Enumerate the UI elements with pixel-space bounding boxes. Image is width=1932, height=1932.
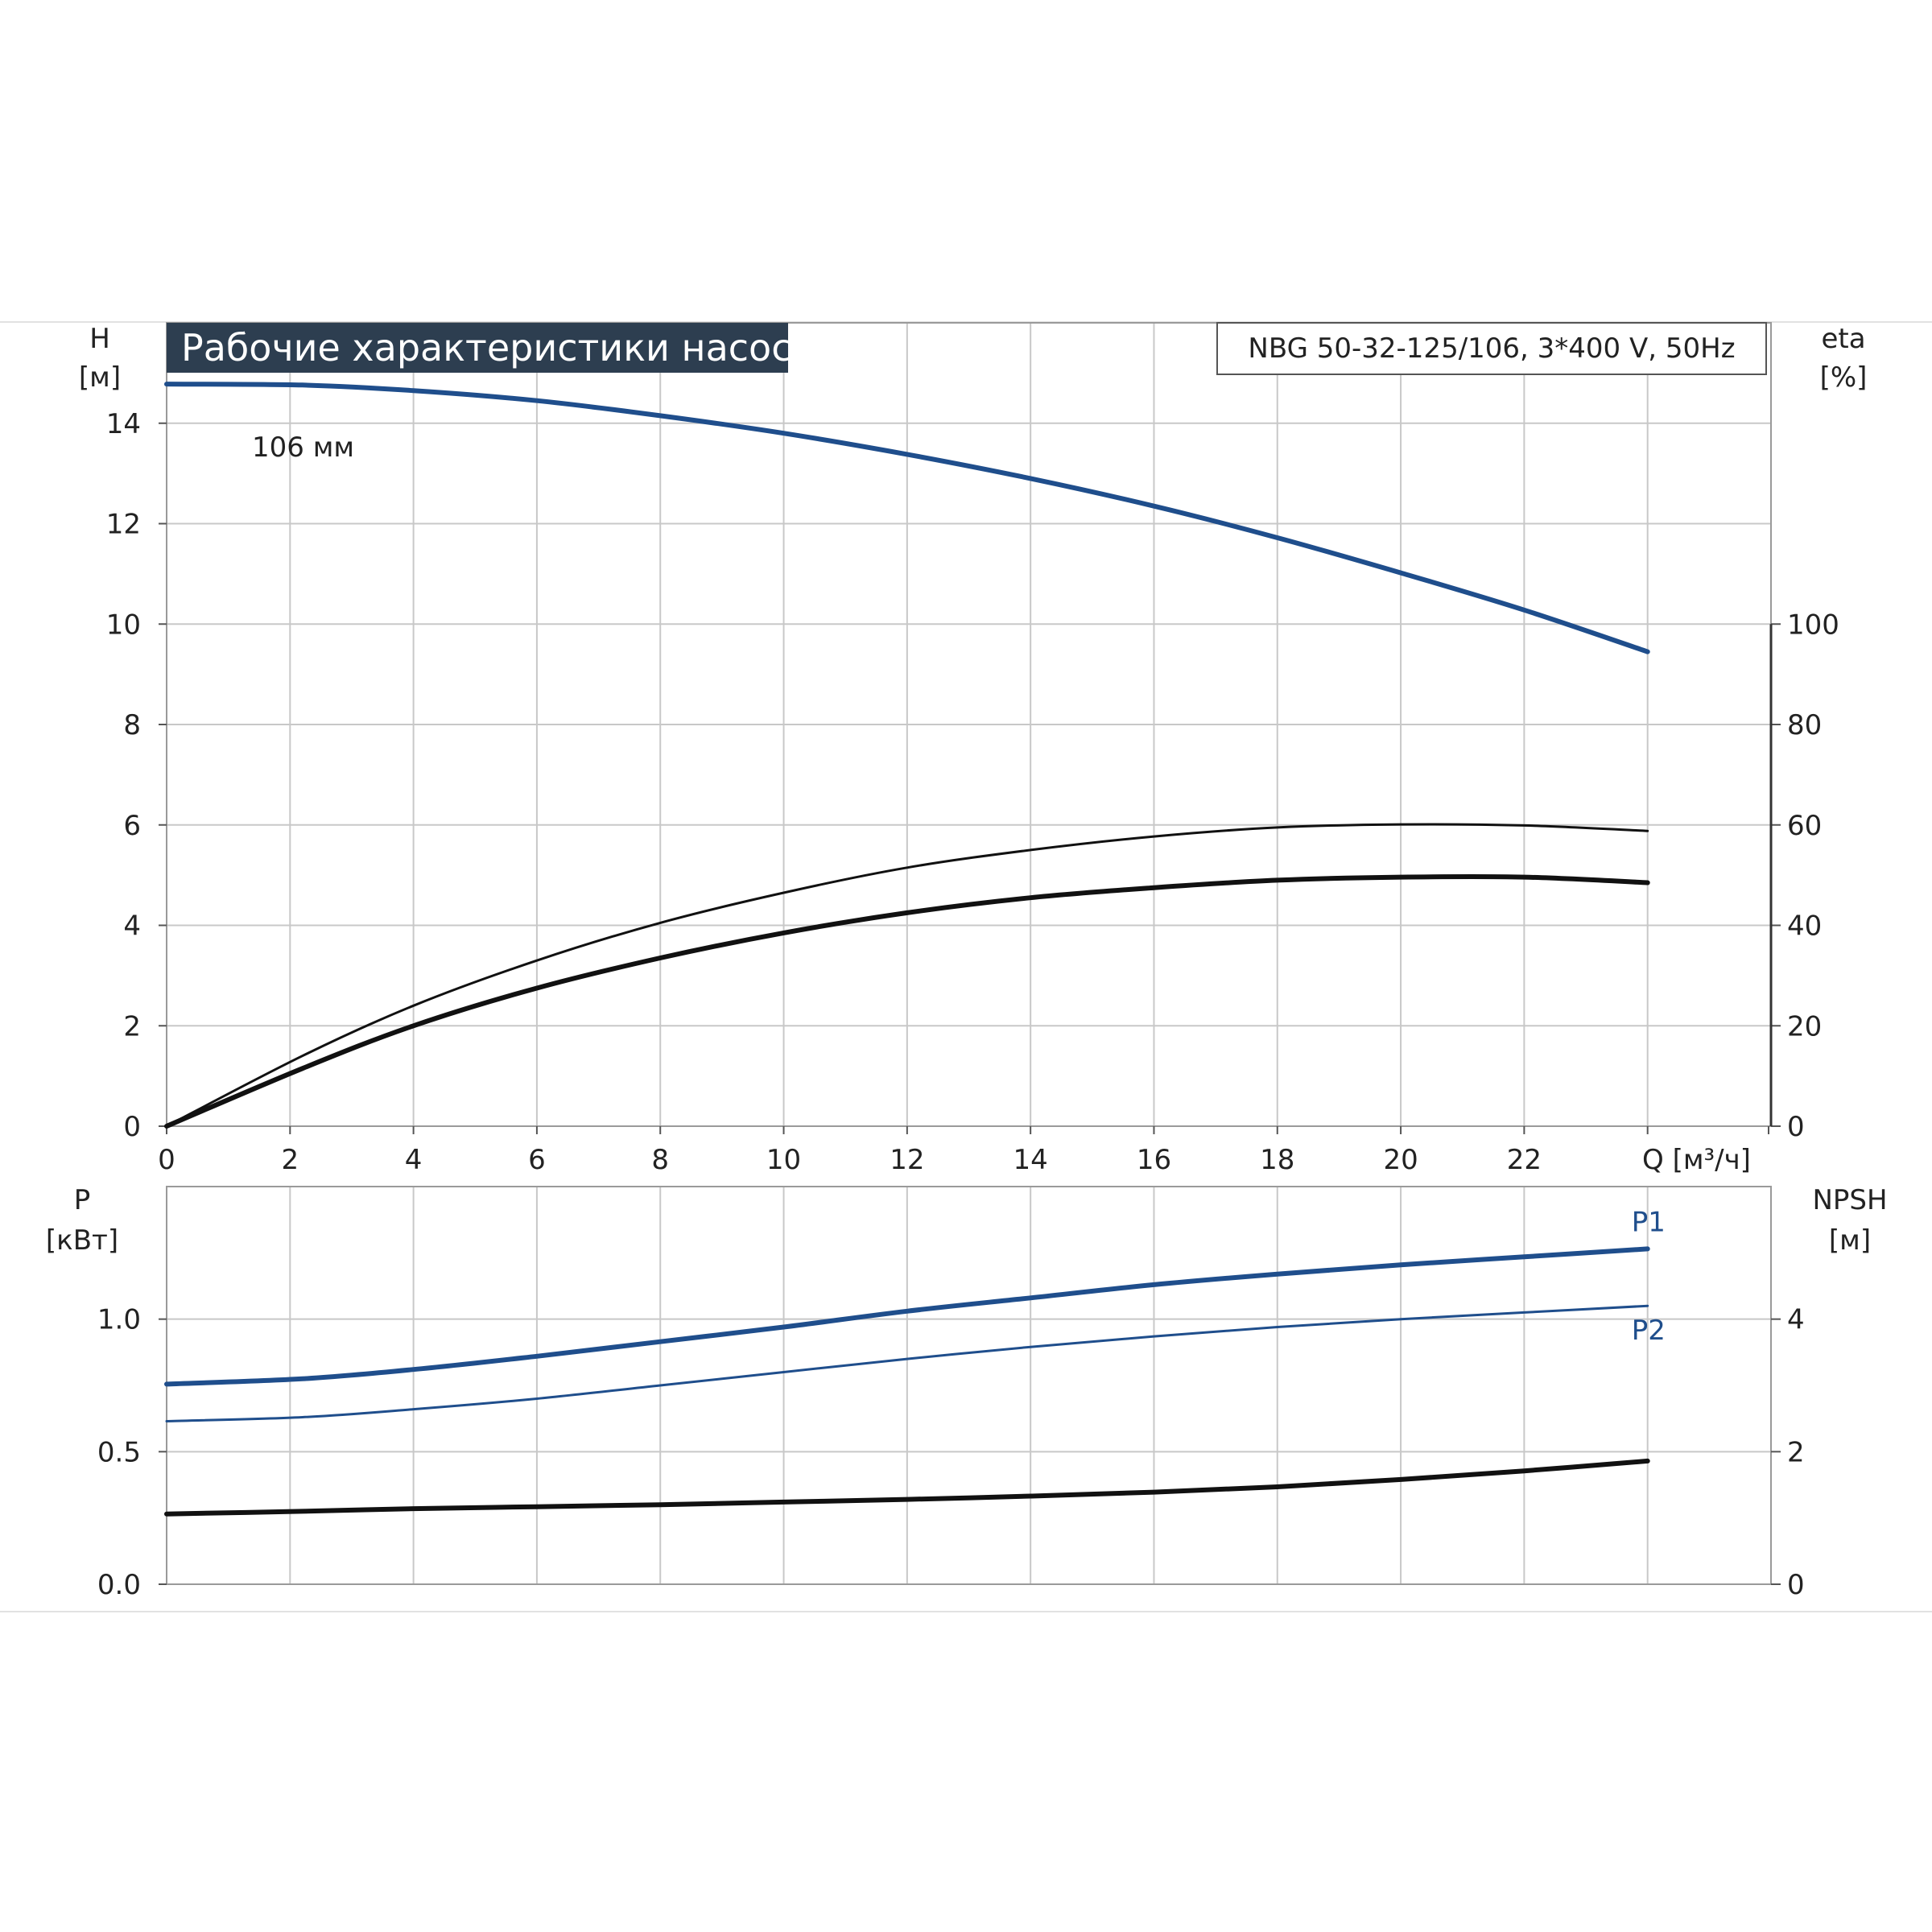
grid-top-panel <box>167 323 1771 1126</box>
y-left-tick-label: 10 <box>106 609 141 641</box>
y-right-tick-label: 100 <box>1787 609 1839 641</box>
x-tick-label: 2 <box>281 1144 299 1176</box>
y-left-tick-label: 8 <box>123 709 141 741</box>
y-left-tick-label: 0 <box>123 1111 141 1143</box>
y-left-tick-label: 1.0 <box>97 1304 141 1336</box>
y-left-tick-label: 6 <box>123 810 141 842</box>
x-tick-label: 8 <box>651 1144 669 1176</box>
y-right-tick-label: 40 <box>1787 910 1822 943</box>
x-tick-label: 10 <box>766 1144 801 1176</box>
tick-labels: 0 2 4 6 8 10 12 14 16 18 20 22024681012140204060801… <box>97 408 1839 1601</box>
x-tick-label: 12 <box>890 1144 924 1176</box>
x-tick-label: 14 <box>1013 1144 1048 1176</box>
y-right-tick-label: 2 <box>1787 1436 1805 1468</box>
x-tick-label: 20 <box>1383 1144 1418 1176</box>
y-right-tick-label: 20 <box>1787 1010 1822 1042</box>
grid-bottom-panel <box>167 1187 1771 1584</box>
x-tick-label: 0 <box>158 1144 175 1176</box>
bottom-left-axis-unit: [кВт] <box>46 1224 118 1257</box>
curve-eta_upper <box>165 823 1649 1128</box>
impeller-diameter-label: 106 мм <box>252 431 354 464</box>
y-right-tick-label: 0 <box>1787 1111 1805 1143</box>
y-right-tick-label: 60 <box>1787 810 1822 842</box>
y-left-tick-label: 12 <box>106 509 141 541</box>
bottom-right-axis-name: NPSH <box>1812 1184 1887 1216</box>
y-right-tick-label: 0 <box>1787 1569 1805 1601</box>
y-left-tick-label: 0.0 <box>97 1569 141 1601</box>
x-tick-label: 4 <box>405 1144 423 1176</box>
x-tick-label: 18 <box>1260 1144 1294 1176</box>
y-right-tick-label: 4 <box>1787 1304 1805 1336</box>
title-banner <box>167 323 788 373</box>
bottom-panel-frame <box>166 1186 1772 1585</box>
top-right-axis-name: eta <box>1821 323 1865 355</box>
top-left-axis-unit: [м] <box>79 361 121 394</box>
p1-series-label: P1 <box>1632 1206 1666 1238</box>
x-tick-label: 22 <box>1507 1144 1542 1176</box>
y-left-tick-label: 0.5 <box>97 1436 141 1468</box>
curve-P1 <box>164 1246 1650 1387</box>
x-axis-label: Q [м³/ч] <box>1642 1144 1751 1176</box>
curve-npsh <box>164 1458 1650 1517</box>
curve-eta_lower <box>164 873 1650 1129</box>
curves <box>164 382 1650 1517</box>
curve-labels: 106 мм P1 P2 <box>252 431 1666 1347</box>
model-box <box>1216 322 1767 375</box>
bottom-left-axis-name: P <box>74 1184 91 1216</box>
x-tick-label: 6 <box>528 1144 546 1176</box>
top-left-axis-name: H <box>89 323 110 355</box>
model-label: NBG 50-32-125/106, 3*400 V, 50Hz <box>1248 332 1735 365</box>
y-left-tick-label: 14 <box>106 408 141 440</box>
curve-head <box>164 382 1650 654</box>
y-right-tick-label: 80 <box>1787 709 1822 741</box>
y-left-tick-label: 4 <box>123 910 141 943</box>
top-right-axis-unit: [%] <box>1820 361 1868 394</box>
curve-P2 <box>165 1304 1649 1422</box>
chart-title: Рабочие характеристики насоса <box>181 326 815 369</box>
bottom-right-axis-unit: [м] <box>1829 1224 1871 1257</box>
y-left-tick-label: 2 <box>123 1010 141 1042</box>
x-tick-label: 16 <box>1137 1144 1171 1176</box>
p2-series-label: P2 <box>1632 1315 1666 1347</box>
